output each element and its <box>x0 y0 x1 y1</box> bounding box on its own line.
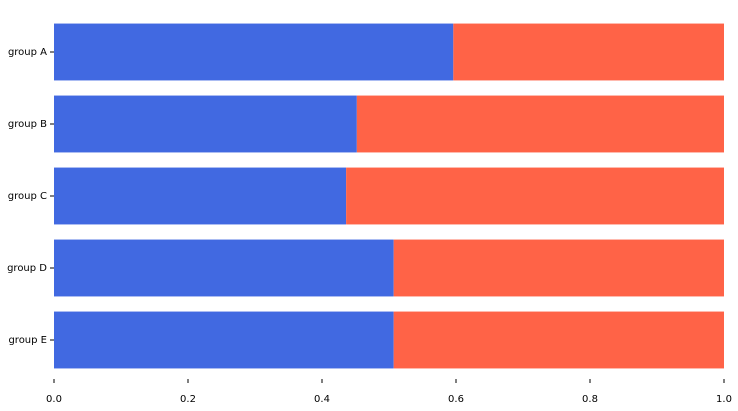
x-tick-label: 1.0 <box>716 394 732 405</box>
bar-segment <box>346 167 724 225</box>
bar-segment <box>393 239 724 297</box>
x-tick-label: 0.0 <box>46 394 62 405</box>
x-tick-label: 0.2 <box>180 394 196 405</box>
bar-segment <box>54 23 454 81</box>
bar-segment <box>54 95 357 153</box>
bar-segment <box>453 23 724 81</box>
y-tick-label: group E <box>8 335 47 346</box>
bar-segment <box>393 311 724 369</box>
bar-segment <box>54 167 347 225</box>
y-tick-label: group A <box>8 47 47 58</box>
bar-segment <box>54 311 394 369</box>
y-tick-label: group B <box>8 119 47 130</box>
y-tick-label: group D <box>7 263 47 274</box>
bar-segment <box>356 95 724 153</box>
bar-segment <box>54 239 394 297</box>
x-tick-label: 0.6 <box>448 394 464 405</box>
x-tick-label: 0.4 <box>314 394 330 405</box>
x-tick-label: 0.8 <box>582 394 598 405</box>
y-tick-label: group C <box>8 191 47 202</box>
